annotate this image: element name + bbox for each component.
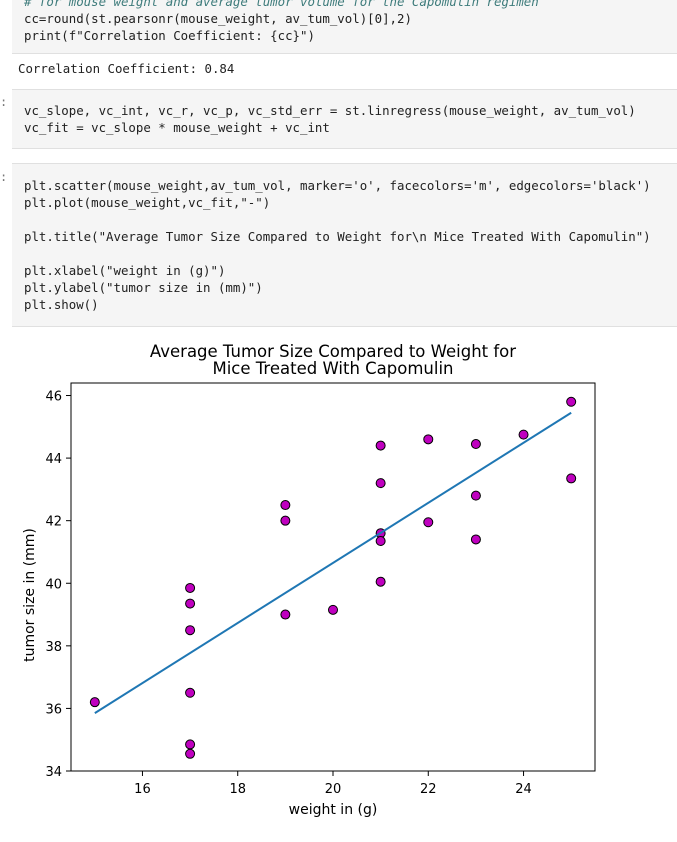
- scatter-point: [185, 625, 196, 636]
- scatter-point: [566, 396, 577, 407]
- regression-line: [94, 411, 572, 714]
- scatter-point: [423, 517, 434, 528]
- y-tick-label: 34: [45, 765, 62, 780]
- scatter-point: [566, 473, 577, 484]
- cell-prompt: :: [0, 170, 8, 184]
- code-line: cc=round(st.pearsonr(mouse_weight, av_tu…: [24, 11, 412, 26]
- y-tick-label: 40: [45, 577, 62, 592]
- scatter-point: [423, 434, 434, 445]
- chart-title-line2: Mice Treated With Capomulin: [212, 359, 453, 378]
- code-cell-regression[interactable]: vc_slope, vc_int, vc_r, vc_p, vc_std_err…: [12, 89, 677, 149]
- code-line: print(f"Correlation Coefficient: {cc}"): [24, 28, 315, 43]
- code-line: plt.scatter(mouse_weight,av_tum_vol, mar…: [24, 178, 651, 193]
- x-tick-label: 16: [134, 782, 151, 797]
- code-line: vc_slope, vc_int, vc_r, vc_p, vc_std_err…: [24, 103, 636, 118]
- scatter-point: [185, 582, 196, 593]
- code-line: plt.ylabel("tumor size in (mm)"): [24, 280, 263, 295]
- scatter-point: [375, 440, 386, 451]
- x-axis-label: weight in (g): [289, 802, 378, 818]
- cell-prompt: :: [0, 95, 8, 109]
- code-line: [24, 211, 677, 228]
- plot-output: Average Tumor Size Compared to Weight fo…: [0, 330, 677, 838]
- code-line: plt.show(): [24, 297, 99, 312]
- scatter-point: [280, 500, 291, 511]
- scatter-point: [328, 604, 338, 615]
- scatter-point: [375, 536, 386, 547]
- scatter-point: [375, 576, 386, 587]
- y-axis-label: tumor size in (mm): [22, 528, 38, 662]
- cell-output-text: Correlation Coefficient: 0.84: [18, 61, 235, 76]
- code-cell-plot[interactable]: plt.scatter(mouse_weight,av_tum_vol, mar…: [12, 163, 677, 327]
- chart-title-line1: Average Tumor Size Compared to Weight fo…: [150, 342, 516, 361]
- data-points: [89, 396, 577, 759]
- code-line: vc_fit = vc_slope * mouse_weight + vc_in…: [24, 120, 330, 135]
- code-line: [24, 245, 677, 262]
- y-tick-label: 36: [45, 702, 62, 717]
- scatter-point: [185, 748, 196, 759]
- scatter-point: [185, 687, 196, 698]
- scatter-point: [185, 739, 196, 750]
- x-tick-label: 24: [515, 782, 532, 797]
- axis-ticks: 16 18 20 22 24 34 36 38 40 42 44 46: [45, 390, 531, 797]
- code-cell-correlation[interactable]: # for mouse weight and average tumor vol…: [12, 0, 677, 54]
- x-tick-label: 22: [420, 782, 437, 797]
- x-tick-label: 20: [325, 782, 342, 797]
- scatter-point: [375, 478, 386, 489]
- plot-frame: [70, 382, 596, 772]
- scatter-point: [470, 490, 481, 501]
- scatter-point: [280, 515, 291, 526]
- code-line: plt.xlabel("weight in (g)"): [24, 263, 226, 278]
- y-tick-label: 44: [45, 452, 62, 467]
- code-line: plt.plot(mouse_weight,vc_fit,"-"): [24, 195, 271, 210]
- scatter-point: [185, 598, 196, 609]
- y-tick-label: 38: [45, 640, 62, 655]
- y-tick-label: 46: [45, 390, 62, 405]
- scatter-point: [470, 534, 481, 545]
- x-tick-label: 18: [229, 782, 246, 797]
- scatter-point: [470, 439, 481, 450]
- scatter-chart: Average Tumor Size Compared to Weight fo…: [22, 342, 596, 818]
- code-line: plt.title("Average Tumor Size Compared t…: [24, 229, 651, 244]
- y-tick-label: 42: [45, 515, 62, 530]
- code-comment: # for mouse weight and average tumor vol…: [24, 0, 539, 9]
- scatter-point: [89, 697, 100, 708]
- scatter-point: [280, 609, 291, 620]
- scatter-point: [518, 429, 529, 440]
